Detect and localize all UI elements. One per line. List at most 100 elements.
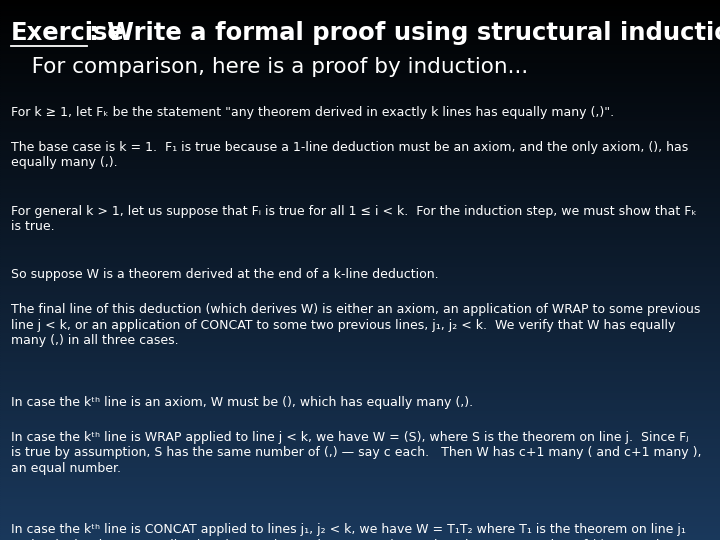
Bar (0, 385, 720, 387)
Bar (0, 108, 720, 110)
Text: The base case is k = 1.  F₁ is true because a 1-line deduction must be an axiom,: The base case is k = 1. F₁ is true becau… (11, 141, 688, 170)
Bar (0, 479, 720, 481)
Bar (0, 312, 720, 313)
Bar (0, 333, 720, 335)
Bar (0, 232, 720, 234)
Bar (0, 74, 720, 76)
Bar (0, 77, 720, 79)
Bar (0, 383, 720, 385)
Bar (0, 201, 720, 204)
Bar (0, 18, 720, 20)
Bar (0, 497, 720, 498)
Bar (0, 306, 720, 308)
Bar (0, 452, 720, 454)
Bar (0, 151, 720, 153)
Bar (0, 471, 720, 474)
Bar (0, 254, 720, 255)
Bar (0, 380, 720, 382)
Bar (0, 339, 720, 340)
Text: For k ≥ 1, let Fₖ be the statement "any theorem derived in exactly k lines has e: For k ≥ 1, let Fₖ be the statement "any … (11, 106, 614, 119)
Bar (0, 371, 720, 373)
Bar (0, 34, 720, 36)
Bar (0, 432, 720, 434)
Bar (0, 266, 720, 268)
Bar (0, 535, 720, 536)
Bar (0, 180, 720, 182)
Bar (0, 466, 720, 468)
Bar (0, 353, 720, 355)
Bar (0, 228, 720, 231)
Bar (0, 274, 720, 275)
Bar (0, 285, 720, 286)
Bar (0, 441, 720, 443)
Bar (0, 177, 720, 178)
Bar (0, 493, 720, 495)
Bar (0, 196, 720, 198)
Bar (0, 356, 720, 358)
Bar (0, 394, 720, 396)
Bar (0, 65, 720, 66)
Text: In case the kᵗʰ line is WRAP applied to line j < k, we have W = (S), where S is : In case the kᵗʰ line is WRAP applied to … (11, 431, 701, 475)
Bar (0, 448, 720, 450)
Bar (0, 25, 720, 27)
Bar (0, 157, 720, 158)
Bar (0, 282, 720, 285)
Bar (0, 529, 720, 531)
Bar (0, 158, 720, 160)
Bar (0, 79, 720, 81)
Bar (0, 360, 720, 362)
Bar (0, 369, 720, 371)
Bar (0, 491, 720, 493)
Bar (0, 457, 720, 459)
Bar (0, 2, 720, 4)
Bar (0, 147, 720, 150)
Bar (0, 344, 720, 346)
Bar (0, 93, 720, 96)
Bar (0, 302, 720, 304)
Bar (0, 398, 720, 400)
Bar (0, 69, 720, 70)
Bar (0, 295, 720, 297)
Bar (0, 504, 720, 506)
Bar (0, 63, 720, 65)
Bar (0, 193, 720, 194)
Bar (0, 182, 720, 184)
Bar (0, 70, 720, 72)
Bar (0, 258, 720, 259)
Bar (0, 396, 720, 398)
Bar (0, 103, 720, 104)
Bar (0, 263, 720, 265)
Bar (0, 279, 720, 281)
Bar (0, 538, 720, 540)
Bar (0, 124, 720, 126)
Bar (0, 211, 720, 212)
Bar (0, 297, 720, 299)
Bar (0, 417, 720, 420)
Bar (0, 536, 720, 538)
Bar (0, 241, 720, 243)
Bar (0, 174, 720, 177)
Bar (0, 153, 720, 155)
Bar (0, 454, 720, 455)
Bar (0, 120, 720, 123)
Bar (0, 39, 720, 42)
Bar (0, 336, 720, 339)
Bar (0, 495, 720, 497)
Bar (0, 347, 720, 349)
Bar (0, 243, 720, 245)
Bar (0, 524, 720, 525)
Bar (0, 366, 720, 367)
Bar (0, 293, 720, 295)
Bar (0, 189, 720, 191)
Bar (0, 443, 720, 444)
Bar (0, 528, 720, 529)
Bar (0, 38, 720, 39)
Bar (0, 97, 720, 99)
Bar (0, 144, 720, 146)
Bar (0, 475, 720, 477)
Bar (0, 45, 720, 47)
Bar (0, 390, 720, 393)
Bar (0, 331, 720, 333)
Bar (0, 427, 720, 428)
Bar (0, 178, 720, 180)
